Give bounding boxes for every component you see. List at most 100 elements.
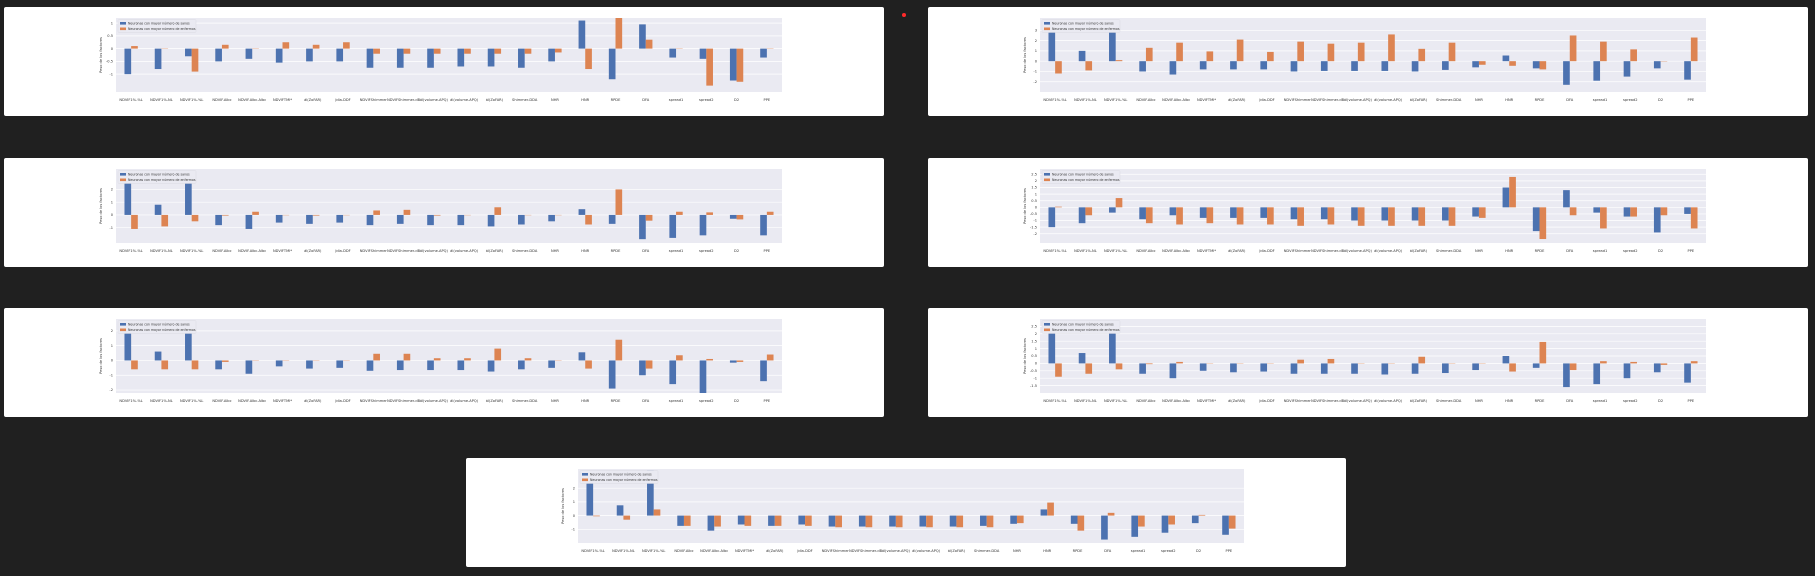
bar-enfermos	[1198, 514, 1206, 516]
x-tick-label: ál(ZoFAR)	[304, 249, 322, 253]
bar-enfermos	[161, 360, 169, 370]
legend-entry: Neuronas con mayor número de sanos	[590, 473, 652, 477]
legend-box	[1041, 320, 1121, 334]
bar-sanos	[1109, 20, 1116, 62]
bar-enfermos	[1418, 356, 1426, 364]
bar-sanos	[518, 214, 525, 225]
bar-sanos	[1502, 187, 1510, 208]
x-tick-label: HNR	[1505, 249, 1513, 253]
bar-sanos	[1442, 207, 1449, 221]
bar-sanos	[396, 214, 404, 224]
bar-enfermos	[1388, 207, 1395, 226]
bar-enfermos	[464, 358, 471, 361]
bar-sanos	[760, 48, 767, 58]
plot-area	[116, 169, 782, 243]
x-tick-label: NDVIFShimmer	[1284, 249, 1312, 253]
legend-swatch	[120, 328, 126, 332]
y-tick-label: 0	[1035, 206, 1038, 210]
bar-enfermos	[774, 515, 782, 526]
bar-enfermos	[1600, 207, 1607, 229]
bar-enfermos	[494, 207, 502, 215]
bar-enfermos	[554, 48, 562, 53]
legend-entry: Neuronas con mayor número de sanos	[128, 323, 190, 327]
bar-enfermos	[1168, 515, 1175, 525]
bar-sanos	[306, 48, 313, 62]
bar-enfermos	[1569, 363, 1577, 371]
x-tick-label: NDVIF.Albc.Albc	[238, 98, 266, 102]
x-tick-label: NDVIF1%-NL	[1074, 399, 1097, 403]
bar-enfermos	[1145, 47, 1153, 62]
bar-sanos	[1290, 61, 1298, 72]
x-tick-label: RPDE	[611, 98, 621, 102]
bar-enfermos	[1327, 358, 1335, 364]
bar-enfermos	[766, 354, 774, 361]
y-tick-label: -2	[109, 388, 113, 392]
bar-enfermos	[835, 515, 842, 528]
x-tick-label: NDVIF1%-%L	[180, 249, 203, 253]
bar-sanos	[275, 214, 283, 223]
bar-enfermos	[494, 48, 502, 54]
legend: Neuronas con mayor número de sanosNeuron…	[117, 170, 197, 184]
bar-enfermos	[1327, 207, 1335, 225]
x-tick-label: ál(ZoFAR)	[1410, 249, 1428, 253]
bar-sanos	[336, 360, 344, 368]
legend-swatch	[120, 22, 126, 25]
legend-swatch	[1044, 27, 1050, 31]
bar-sanos	[1078, 50, 1086, 62]
x-tick-label: HNR	[581, 249, 589, 253]
bar-sanos	[669, 214, 677, 238]
y-tick-label: -1	[1033, 219, 1037, 223]
bar-sanos	[608, 360, 616, 389]
y-tick-label: 3	[1035, 29, 1037, 33]
bar-enfermos	[433, 214, 441, 216]
x-tick-label: NDVIFShimmer	[360, 399, 388, 403]
y-tick-label: 0	[573, 514, 576, 518]
x-tick-label: ál(volume-APQ)	[1344, 98, 1373, 102]
y-tick-label: 2	[1035, 332, 1037, 336]
legend-entry: Neuronas con mayor número de enfermos	[1052, 328, 1120, 332]
bar-enfermos	[676, 355, 683, 361]
bar-enfermos	[1236, 207, 1244, 225]
bar-enfermos	[191, 214, 199, 222]
bar-sanos	[1048, 24, 1056, 62]
bar-sanos	[699, 360, 707, 393]
y-tick-label: 1	[111, 344, 113, 348]
bar-sanos	[578, 20, 586, 49]
bar-sanos	[1230, 207, 1237, 218]
bar-sanos	[1290, 363, 1298, 374]
x-tick-label: ál(volume-APQ)	[420, 249, 449, 253]
bar-sanos	[729, 48, 737, 81]
bar-enfermos	[645, 360, 653, 369]
bar-sanos	[669, 48, 677, 58]
x-tick-label: spread2	[1161, 549, 1176, 553]
bar-sanos	[1381, 363, 1389, 375]
bar-enfermos	[1509, 176, 1516, 208]
bar-sanos	[185, 174, 192, 215]
bar-sanos	[1139, 207, 1146, 220]
y-tick-label: -1	[571, 527, 575, 531]
bar-sanos	[215, 48, 222, 62]
legend-entry: Neuronas con mayor número de enfermos	[128, 178, 196, 182]
x-tick-label: spread1	[1593, 399, 1608, 403]
legend: Neuronas con mayor número de sanosNeuron…	[117, 19, 197, 33]
bar-sanos	[245, 214, 253, 229]
x-tick-label: NDVIF1%-%L	[119, 98, 142, 102]
plot-area	[578, 469, 1244, 543]
x-tick-label: RPDE	[1073, 549, 1083, 553]
bar-enfermos	[615, 18, 623, 49]
bar-sanos	[1623, 363, 1631, 379]
bar-sanos	[1040, 509, 1048, 516]
bar-sanos	[1222, 515, 1229, 535]
bar-sanos	[1653, 61, 1661, 69]
x-tick-label: NDVIF1%-%L	[1043, 249, 1066, 253]
bar-enfermos	[1357, 42, 1365, 62]
bar-enfermos	[1236, 39, 1244, 62]
x-tick-label: spread1	[669, 98, 684, 102]
bar-enfermos	[736, 360, 744, 362]
bar-sanos	[1411, 61, 1419, 72]
bar-sanos	[889, 515, 896, 527]
y-tick-label: 2	[111, 329, 113, 333]
bar-sanos	[518, 48, 525, 68]
bar-enfermos	[1055, 206, 1062, 208]
y-axis-label: Peso de los factores	[99, 37, 103, 73]
